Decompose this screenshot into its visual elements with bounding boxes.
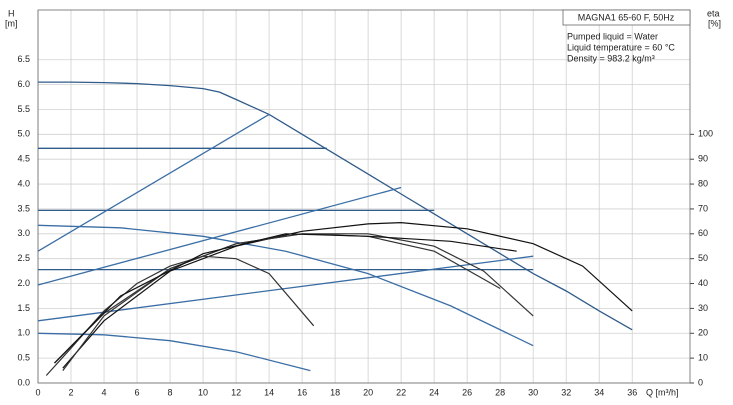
x-tick-label: 10 <box>198 387 208 397</box>
y2-tick-label: 10 <box>698 353 708 363</box>
annotation: Density = 983.2 kg/m³ <box>567 53 655 63</box>
x-tick-label: 4 <box>102 387 107 397</box>
y-axis-label: H <box>8 8 15 18</box>
y2-axis-unit: [%] <box>708 18 721 28</box>
x-tick-label: 0 <box>35 387 40 397</box>
y2-tick-label: 100 <box>698 129 713 139</box>
x-tick-label: 24 <box>429 387 439 397</box>
head-curve <box>37 255 534 322</box>
y-tick-label: 3.5 <box>17 203 30 213</box>
y-tick-label: 3.0 <box>17 228 30 238</box>
y2-axis-label: eta <box>707 8 720 18</box>
x-tick-label: 26 <box>462 387 472 397</box>
y-tick-label: 6.0 <box>17 79 30 89</box>
title-box <box>562 9 691 26</box>
y-tick-label: 0.5 <box>17 353 30 363</box>
y2-tick-label: 80 <box>698 178 708 188</box>
annotation: Pumped liquid = Water <box>567 31 658 41</box>
y-tick-label: 5.5 <box>17 104 30 114</box>
x-tick-label: 6 <box>135 387 140 397</box>
y2-tick-label: 40 <box>698 278 708 288</box>
y2-tick-label: 60 <box>698 228 708 238</box>
y-tick-label: 0.0 <box>17 377 30 387</box>
efficiency-curve <box>62 233 501 371</box>
y-tick-label: 2.5 <box>17 253 30 263</box>
x-axis-label: Q [m³/h] <box>646 387 679 397</box>
head-curve <box>37 224 534 347</box>
y-tick-label: 2.0 <box>17 278 30 288</box>
x-tick-label: 18 <box>330 387 340 397</box>
head-curve <box>38 81 633 331</box>
y2-tick-label: 20 <box>698 328 708 338</box>
x-tick-label: 14 <box>264 387 274 397</box>
efficiency-curve <box>54 233 517 364</box>
y-axis-unit: [m] <box>5 18 18 28</box>
efficiency-curve <box>62 221 633 369</box>
x-tick-label: 32 <box>561 387 571 397</box>
x-tick-label: 28 <box>495 387 505 397</box>
x-tick-label: 20 <box>363 387 373 397</box>
x-tick-label: 12 <box>231 387 241 397</box>
x-tick-label: 36 <box>627 387 637 397</box>
chart-title: MAGNA1 65-60 F, 50Hz <box>578 12 675 22</box>
y2-tick-label: 70 <box>698 203 708 213</box>
y-tick-label: 1.0 <box>17 328 30 338</box>
plot-frame <box>37 9 691 384</box>
y2-tick-label: 90 <box>698 154 708 164</box>
y2-tick-label: 50 <box>698 253 708 263</box>
head-curve <box>37 113 270 252</box>
x-tick-label: 34 <box>594 387 604 397</box>
head-curve <box>37 186 402 286</box>
x-tick-label: 8 <box>168 387 173 397</box>
x-tick-label: 2 <box>69 387 74 397</box>
x-tick-label: 22 <box>396 387 406 397</box>
y-tick-label: 1.5 <box>17 303 30 313</box>
y2-tick-label: 30 <box>698 303 708 313</box>
y-tick-label: 6.5 <box>17 54 30 64</box>
y-tick-label: 5.0 <box>17 129 30 139</box>
annotation: Liquid temperature = 60 °C <box>567 42 675 52</box>
y2-tick-label: 0 <box>698 377 703 387</box>
x-tick-label: 30 <box>528 387 538 397</box>
x-tick-label: 16 <box>297 387 307 397</box>
y-tick-label: 4.0 <box>17 178 30 188</box>
y-tick-label: 4.5 <box>17 154 30 164</box>
